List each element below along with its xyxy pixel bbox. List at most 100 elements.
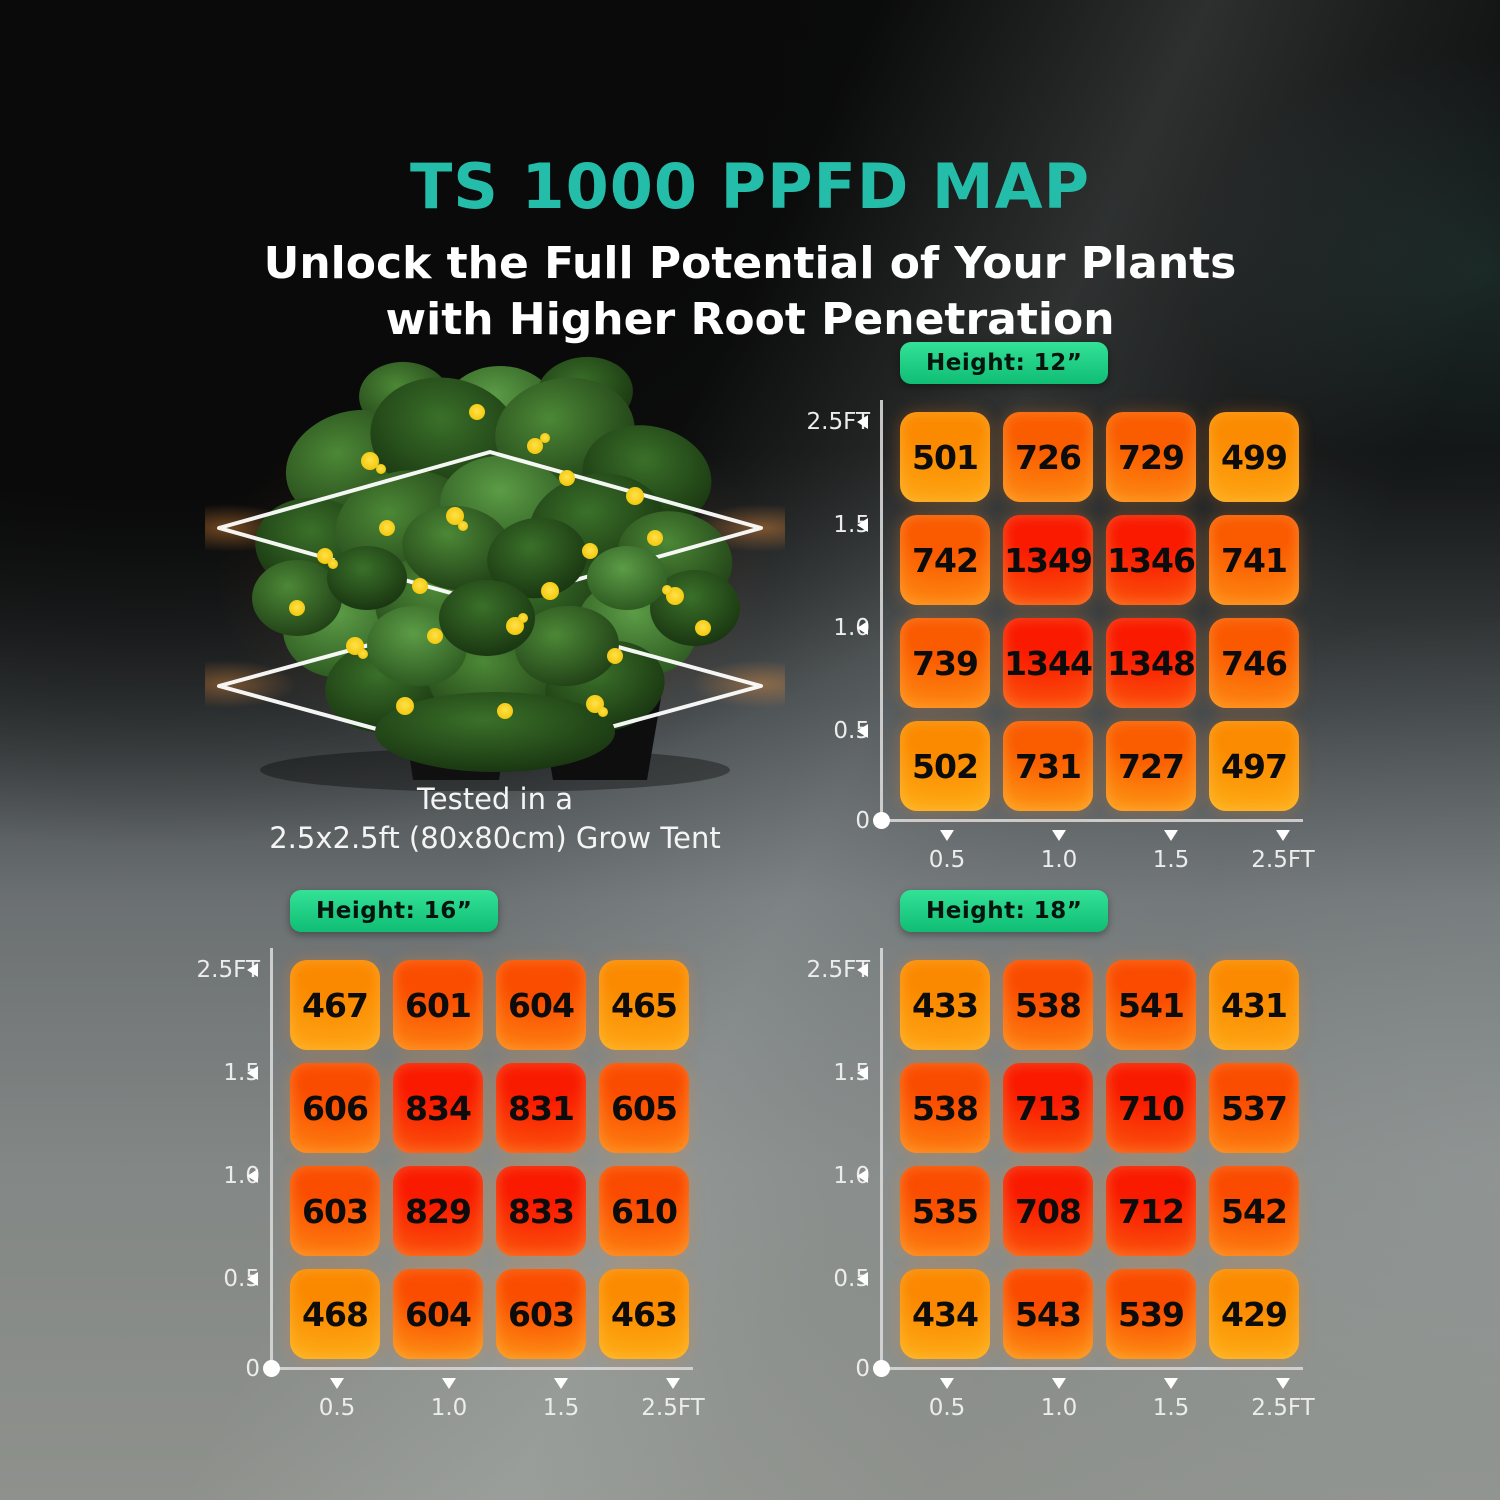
x-tick-marker [1276, 830, 1290, 841]
x-axis-line [269, 1367, 693, 1370]
height-badge-label: Height: 12” [926, 350, 1083, 376]
height-badge-label: Height: 16” [316, 898, 473, 924]
y-tick-marker [857, 621, 868, 635]
x-tick: 2.5FT [628, 1378, 718, 1421]
x-tick: 0.5 [902, 830, 992, 873]
subtitle-line-1: Unlock the Full Potential of Your Plants [263, 238, 1237, 289]
heatmap-cell: 1348 [1106, 618, 1196, 708]
heatmap-cell: 742 [900, 515, 990, 605]
heatmap-cell: 433 [900, 960, 990, 1050]
heatmap-cell: 538 [900, 1063, 990, 1153]
heatmap-cell: 610 [599, 1166, 689, 1256]
x-axis-ticks: 0.5 1.0 1.5 2.5FT [185, 890, 730, 1455]
x-tick-marker [1052, 830, 1066, 841]
heatmap-cell: 542 [1209, 1166, 1299, 1256]
heatmap-grid: 433 538 541 431 538 713 710 537 535 708 712 542 434 5… [900, 960, 1299, 1359]
ppfd-chart-height-18: Height: 18” 433 538 541 431 538 713 710 537 535 7… [795, 890, 1340, 1455]
y-axis-line [880, 948, 883, 1370]
y-tick-marker [857, 1272, 868, 1286]
page-subtitle: Unlock the Full Potential of Your Plants… [0, 236, 1500, 349]
heatmap-cell: 741 [1209, 515, 1299, 605]
y-tick-label: 0 [855, 808, 870, 834]
x-tick-marker [666, 1378, 680, 1389]
y-tick-marker [247, 1169, 258, 1183]
heatmap-cell: 538 [1003, 960, 1093, 1050]
x-tick-marker [554, 1378, 568, 1389]
y-tick-marker [857, 518, 868, 532]
plant-illustration [157, 346, 831, 792]
y-tick-marker [857, 724, 868, 738]
x-tick-label: 1.5 [1152, 847, 1190, 873]
height-badge: Height: 16” [290, 890, 499, 932]
heatmap-cell: 727 [1106, 721, 1196, 811]
heatmap-cell: 497 [1209, 721, 1299, 811]
x-tick-label: 0.5 [318, 1395, 356, 1421]
y-tick-marker [247, 1066, 258, 1080]
heatmap-cell: 746 [1209, 618, 1299, 708]
ppfd-chart-height-16: Height: 16” 467 601 604 465 606 834 831 605 603 8… [185, 890, 730, 1455]
heatmap-cell: 467 [290, 960, 380, 1050]
x-tick-marker [940, 1378, 954, 1389]
heatmap-cell: 468 [290, 1269, 380, 1359]
x-tick: 1.5 [516, 1378, 606, 1421]
heatmap-cell: 829 [393, 1166, 483, 1256]
y-axis-ticks: 2.5FT 1.5 1.0 0.5 0 [795, 890, 1340, 1455]
y-axis-line [880, 400, 883, 822]
heatmap-cell: 708 [1003, 1166, 1093, 1256]
ppfd-chart-height-12: Height: 12” 501 726 729 499 742 1349 1346 741 73… [795, 342, 1340, 907]
heatmap-cell: 541 [1106, 960, 1196, 1050]
x-tick-label: 2.5FT [641, 1395, 705, 1421]
x-tick-label: 1.0 [1040, 847, 1078, 873]
flowers [289, 404, 711, 719]
y-axis-ticks: 2.5FT 1.5 1.0 0.5 0 [185, 890, 730, 1455]
heatmap-cell: 1346 [1106, 515, 1196, 605]
x-tick: 0.5 [292, 1378, 382, 1421]
x-tick: 1.5 [1126, 1378, 1216, 1421]
heatmap-cell: 726 [1003, 412, 1093, 502]
x-tick-marker [1052, 1378, 1066, 1389]
caption-line-2: 2.5x2.5ft (80x80cm) Grow Tent [269, 820, 721, 855]
heatmap-cell: 601 [393, 960, 483, 1050]
x-tick: 1.0 [1014, 830, 1104, 873]
x-axis-line [879, 819, 1303, 822]
height-badge: Height: 18” [900, 890, 1109, 932]
x-tick-marker [1164, 830, 1178, 841]
plant-photo [157, 356, 831, 792]
x-tick-marker [330, 1378, 344, 1389]
heatmap-cell: 543 [1003, 1269, 1093, 1359]
caption-line-1: Tested in a [416, 782, 573, 816]
heatmap-cell: 502 [900, 721, 990, 811]
y-tick-marker [247, 1272, 258, 1286]
heatmap-cell: 465 [599, 960, 689, 1050]
axis-origin-dot [873, 812, 890, 829]
x-tick-label: 0.5 [928, 1395, 966, 1421]
heatmap-cell: 539 [1106, 1269, 1196, 1359]
axis-origin-dot [873, 1360, 890, 1377]
x-axis-line [879, 1367, 1303, 1370]
heatmap-cell: 434 [900, 1269, 990, 1359]
heatmap-cell: 710 [1106, 1063, 1196, 1153]
y-tick-marker [857, 1066, 868, 1080]
x-tick-marker [1276, 1378, 1290, 1389]
subtitle-line-2: with Higher Root Penetration [385, 294, 1115, 346]
x-tick: 2.5FT [1238, 1378, 1328, 1421]
heatmap-cell: 1344 [1003, 618, 1093, 708]
x-tick: 1.5 [1126, 830, 1216, 873]
y-tick-marker [857, 963, 868, 977]
x-tick: 1.0 [1014, 1378, 1104, 1421]
heatmap-cell: 535 [900, 1166, 990, 1256]
heatmap-cell: 1349 [1003, 515, 1093, 605]
heatmap-cell: 729 [1106, 412, 1196, 502]
heatmap-cell: 499 [1209, 412, 1299, 502]
y-tick-marker [247, 963, 258, 977]
heatmap-cell: 604 [496, 960, 586, 1050]
heatmap-cell: 606 [290, 1063, 380, 1153]
x-tick-label: 1.5 [1152, 1395, 1190, 1421]
heatmap-cell: 831 [496, 1063, 586, 1153]
x-tick: 0.5 [902, 1378, 992, 1421]
y-axis-ticks: 2.5FT 1.5 1.0 0.5 0 [795, 342, 1340, 907]
heatmap-grid: 501 726 729 499 742 1349 1346 741 739 1344 1348 746… [900, 412, 1299, 811]
x-tick-label: 1.0 [1040, 1395, 1078, 1421]
heatmap-cell: 739 [900, 618, 990, 708]
foliage-front [327, 505, 667, 772]
